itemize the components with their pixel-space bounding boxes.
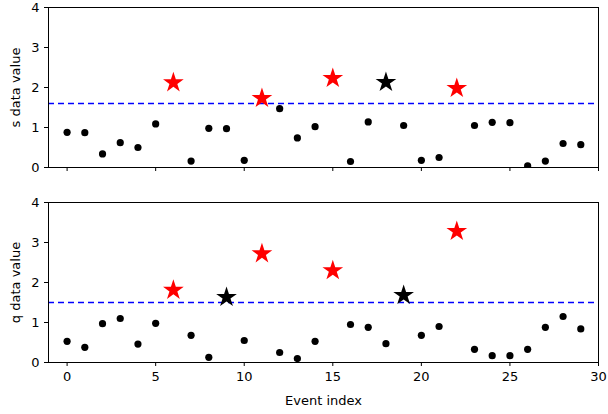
svg-text:1: 1: [31, 120, 39, 135]
svg-text:4: 4: [31, 195, 39, 210]
svg-text:1: 1: [31, 315, 39, 330]
svg-text:s data value: s data value: [8, 48, 23, 128]
svg-text:0: 0: [31, 160, 39, 175]
svg-text:25: 25: [502, 369, 519, 384]
svg-text:15: 15: [325, 369, 342, 384]
svg-text:5: 5: [152, 369, 160, 384]
svg-text:2: 2: [31, 275, 39, 290]
svg-text:3: 3: [31, 235, 39, 250]
svg-text:0: 0: [31, 355, 39, 370]
svg-text:q data value: q data value: [8, 242, 23, 323]
svg-text:4: 4: [31, 0, 39, 15]
svg-text:2: 2: [31, 80, 39, 95]
svg-text:20: 20: [413, 369, 430, 384]
svg-text:30: 30: [590, 369, 607, 384]
svg-text:10: 10: [236, 369, 253, 384]
svg-text:Event index: Event index: [285, 393, 362, 408]
svg-text:3: 3: [31, 40, 39, 55]
svg-text:0: 0: [63, 369, 71, 384]
